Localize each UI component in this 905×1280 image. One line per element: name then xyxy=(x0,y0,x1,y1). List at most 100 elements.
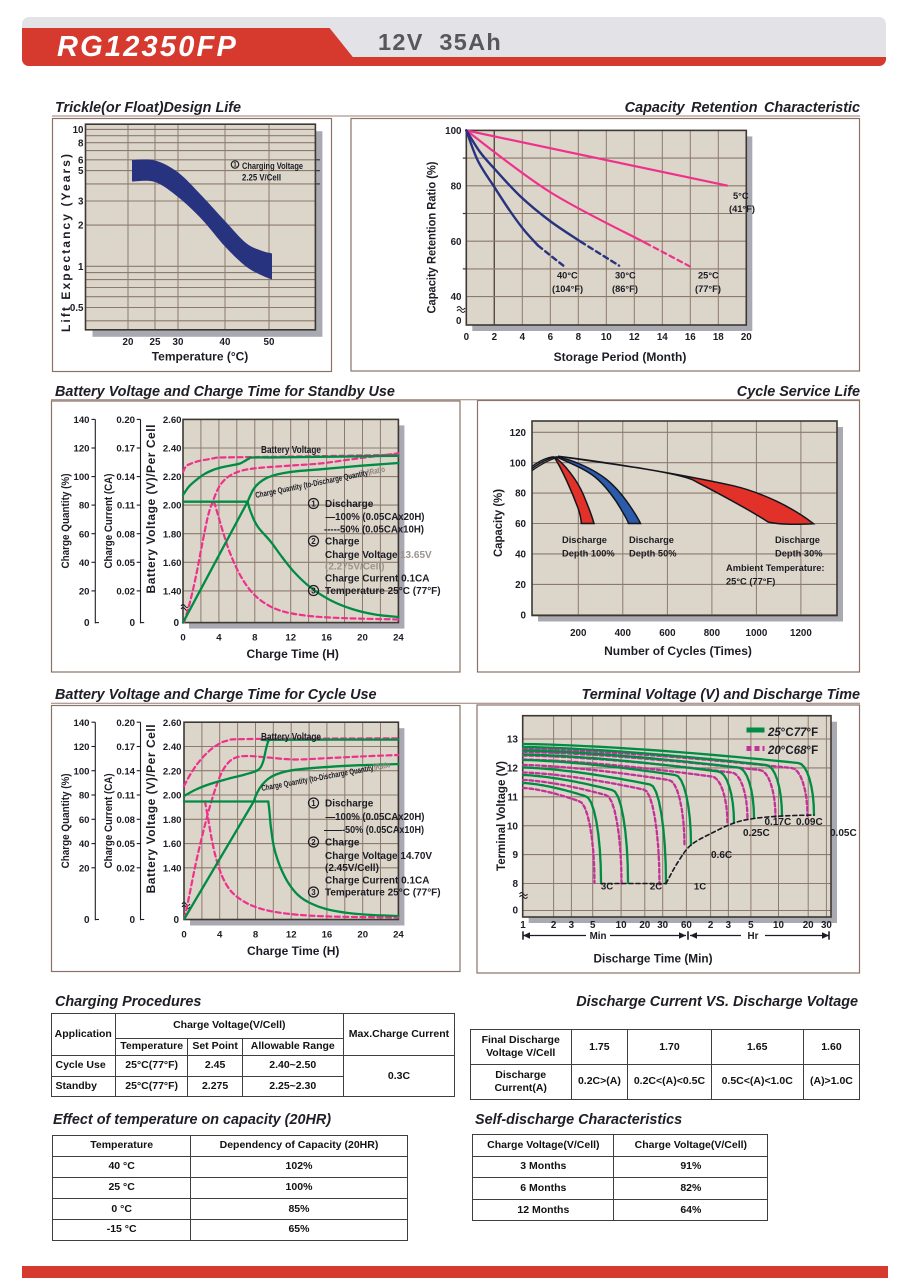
svg-text:2: 2 xyxy=(551,920,557,931)
svg-text:140: 140 xyxy=(73,415,89,426)
svg-text:60: 60 xyxy=(79,529,90,540)
svg-text:24: 24 xyxy=(393,633,404,644)
svg-text:25°C77°F: 25°C77°F xyxy=(767,727,818,739)
svg-text:30°C: 30°C xyxy=(615,271,636,281)
svg-text:1: 1 xyxy=(78,262,84,273)
svg-text:25°C (77°F): 25°C (77°F) xyxy=(726,577,775,587)
svg-text:2: 2 xyxy=(311,838,316,847)
svg-text:Discharge: Discharge xyxy=(325,499,374,510)
svg-text:20: 20 xyxy=(123,337,134,348)
svg-text:0.17C: 0.17C xyxy=(765,817,792,828)
svg-text:Charge Current (CA): Charge Current (CA) xyxy=(103,773,115,868)
svg-text:(104°F): (104°F) xyxy=(552,284,583,294)
svg-text:30: 30 xyxy=(657,920,668,931)
svg-text:16: 16 xyxy=(321,633,332,644)
svg-text:0.05C: 0.05C xyxy=(830,828,857,839)
svg-text:8: 8 xyxy=(78,138,84,149)
svg-text:0.17: 0.17 xyxy=(116,742,135,753)
svg-text:Charge Quantity (%): Charge Quantity (%) xyxy=(60,773,72,868)
svg-text:0.11: 0.11 xyxy=(117,501,136,512)
svg-text:0.11: 0.11 xyxy=(117,791,136,802)
svg-text:Battery Voltage: Battery Voltage xyxy=(261,445,321,456)
svg-text:1.40: 1.40 xyxy=(163,863,182,874)
svg-text:40: 40 xyxy=(451,292,462,303)
svg-text:800: 800 xyxy=(704,628,721,639)
svg-text:Storage Period (Month): Storage Period (Month) xyxy=(554,350,687,364)
svg-text:120: 120 xyxy=(73,742,89,753)
svg-text:0.05: 0.05 xyxy=(116,839,135,850)
svg-text:30: 30 xyxy=(821,920,832,931)
svg-text:0.20: 0.20 xyxy=(116,415,135,426)
svg-text:0.17: 0.17 xyxy=(116,444,135,455)
svg-text:Discharge: Discharge xyxy=(562,535,607,545)
svg-text:4: 4 xyxy=(520,332,526,343)
svg-text:5°C: 5°C xyxy=(733,191,749,201)
svg-text:11: 11 xyxy=(507,792,518,803)
svg-text:0.08: 0.08 xyxy=(116,815,135,826)
svg-text:5: 5 xyxy=(590,920,596,931)
svg-text:—100% (0.05CAx20H): —100% (0.05CAx20H) xyxy=(326,512,425,523)
svg-text:(2.45V/Cell): (2.45V/Cell) xyxy=(325,863,379,874)
svg-text:Terminal Voltage (V): Terminal Voltage (V) xyxy=(496,761,508,871)
svg-text:1.80: 1.80 xyxy=(163,815,182,826)
svg-text:100: 100 xyxy=(73,766,89,777)
svg-text:0: 0 xyxy=(84,618,90,629)
svg-text:1.80: 1.80 xyxy=(163,529,182,540)
svg-text:60: 60 xyxy=(79,815,90,826)
svg-text:140: 140 xyxy=(73,718,89,729)
svg-text:Charge Current 0.1CA: Charge Current 0.1CA xyxy=(325,876,429,887)
svg-text:8: 8 xyxy=(576,332,582,343)
svg-text:2.40: 2.40 xyxy=(163,742,182,753)
svg-text:Discharge Time (Min): Discharge Time (Min) xyxy=(593,952,712,966)
svg-text:20: 20 xyxy=(515,580,526,591)
svg-text:40: 40 xyxy=(79,839,90,850)
svg-text:10: 10 xyxy=(616,920,627,931)
svg-text:60: 60 xyxy=(681,920,692,931)
svg-text:4: 4 xyxy=(216,633,222,644)
svg-text:80: 80 xyxy=(79,791,90,802)
svg-text:12: 12 xyxy=(507,764,519,775)
svg-text:0: 0 xyxy=(129,618,135,629)
svg-text:0: 0 xyxy=(180,633,185,644)
svg-text:10: 10 xyxy=(73,125,84,136)
svg-text:20: 20 xyxy=(79,863,90,874)
svg-text:1: 1 xyxy=(233,162,237,169)
svg-text:0: 0 xyxy=(84,915,90,926)
svg-text:0.6C: 0.6C xyxy=(711,850,732,861)
svg-text:0.09C: 0.09C xyxy=(796,817,823,828)
svg-text:(86°F): (86°F) xyxy=(612,284,638,294)
svg-text:2.60: 2.60 xyxy=(163,415,182,426)
svg-text:1200: 1200 xyxy=(790,628,812,639)
svg-text:0.02: 0.02 xyxy=(116,863,135,874)
svg-text:6: 6 xyxy=(78,155,84,166)
svg-text:Ambient Temperature:: Ambient Temperature: xyxy=(726,563,825,573)
svg-text:1000: 1000 xyxy=(746,628,768,639)
svg-text:Depth 30%: Depth 30% xyxy=(775,549,823,559)
svg-text:1: 1 xyxy=(520,920,526,931)
svg-text:Battery Voltage (V)/Per Cell: Battery Voltage (V)/Per Cell xyxy=(144,425,158,594)
svg-text:-----50% (0.05CAx10H): -----50% (0.05CAx10H) xyxy=(324,525,424,536)
svg-text:1.60: 1.60 xyxy=(163,839,182,850)
svg-text:80: 80 xyxy=(451,181,462,192)
svg-text:5: 5 xyxy=(78,166,84,177)
svg-text:80: 80 xyxy=(79,501,90,512)
svg-text:1: 1 xyxy=(311,799,316,808)
svg-text:12: 12 xyxy=(285,633,296,644)
svg-text:Charge Time (H): Charge Time (H) xyxy=(246,647,338,661)
svg-text:Battery Voltage (V)/Per Cell: Battery Voltage (V)/Per Cell xyxy=(144,724,158,893)
svg-text:Min: Min xyxy=(590,931,607,942)
svg-text:40: 40 xyxy=(79,558,90,569)
svg-text:3: 3 xyxy=(311,888,316,897)
svg-text:2: 2 xyxy=(78,221,84,232)
svg-text:0.02: 0.02 xyxy=(116,587,135,598)
svg-text:2: 2 xyxy=(311,537,316,546)
svg-text:0: 0 xyxy=(129,915,135,926)
svg-text:Charge Voltage 14.70V: Charge Voltage 14.70V xyxy=(325,851,432,862)
svg-text:40: 40 xyxy=(220,337,231,348)
svg-text:0: 0 xyxy=(512,906,518,917)
svg-text:4: 4 xyxy=(217,930,223,941)
svg-text:2.25 V/Cell: 2.25 V/Cell xyxy=(242,173,281,184)
svg-text:0: 0 xyxy=(173,618,179,629)
svg-text:0.14: 0.14 xyxy=(116,472,135,483)
svg-text:2.20: 2.20 xyxy=(163,766,182,777)
